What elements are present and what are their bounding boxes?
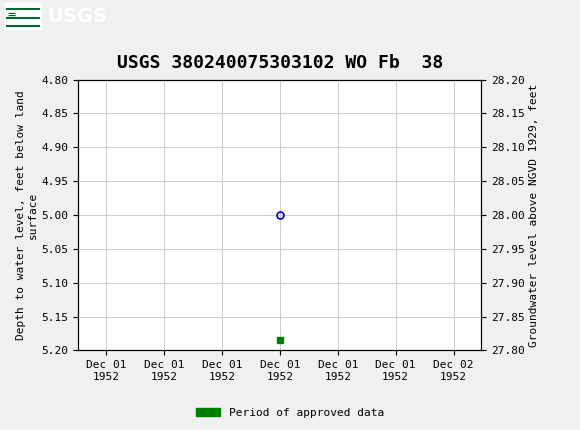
Text: ≡: ≡ <box>7 9 15 23</box>
Title: USGS 380240075303102 WO Fb  38: USGS 380240075303102 WO Fb 38 <box>117 55 443 72</box>
Y-axis label: Groundwater level above NGVD 1929, feet: Groundwater level above NGVD 1929, feet <box>529 83 539 347</box>
FancyBboxPatch shape <box>5 3 42 30</box>
Y-axis label: Depth to water level, feet below land
surface: Depth to water level, feet below land su… <box>16 90 38 340</box>
Legend: Period of approved data: Period of approved data <box>191 403 389 422</box>
Text: USGS: USGS <box>48 6 107 26</box>
